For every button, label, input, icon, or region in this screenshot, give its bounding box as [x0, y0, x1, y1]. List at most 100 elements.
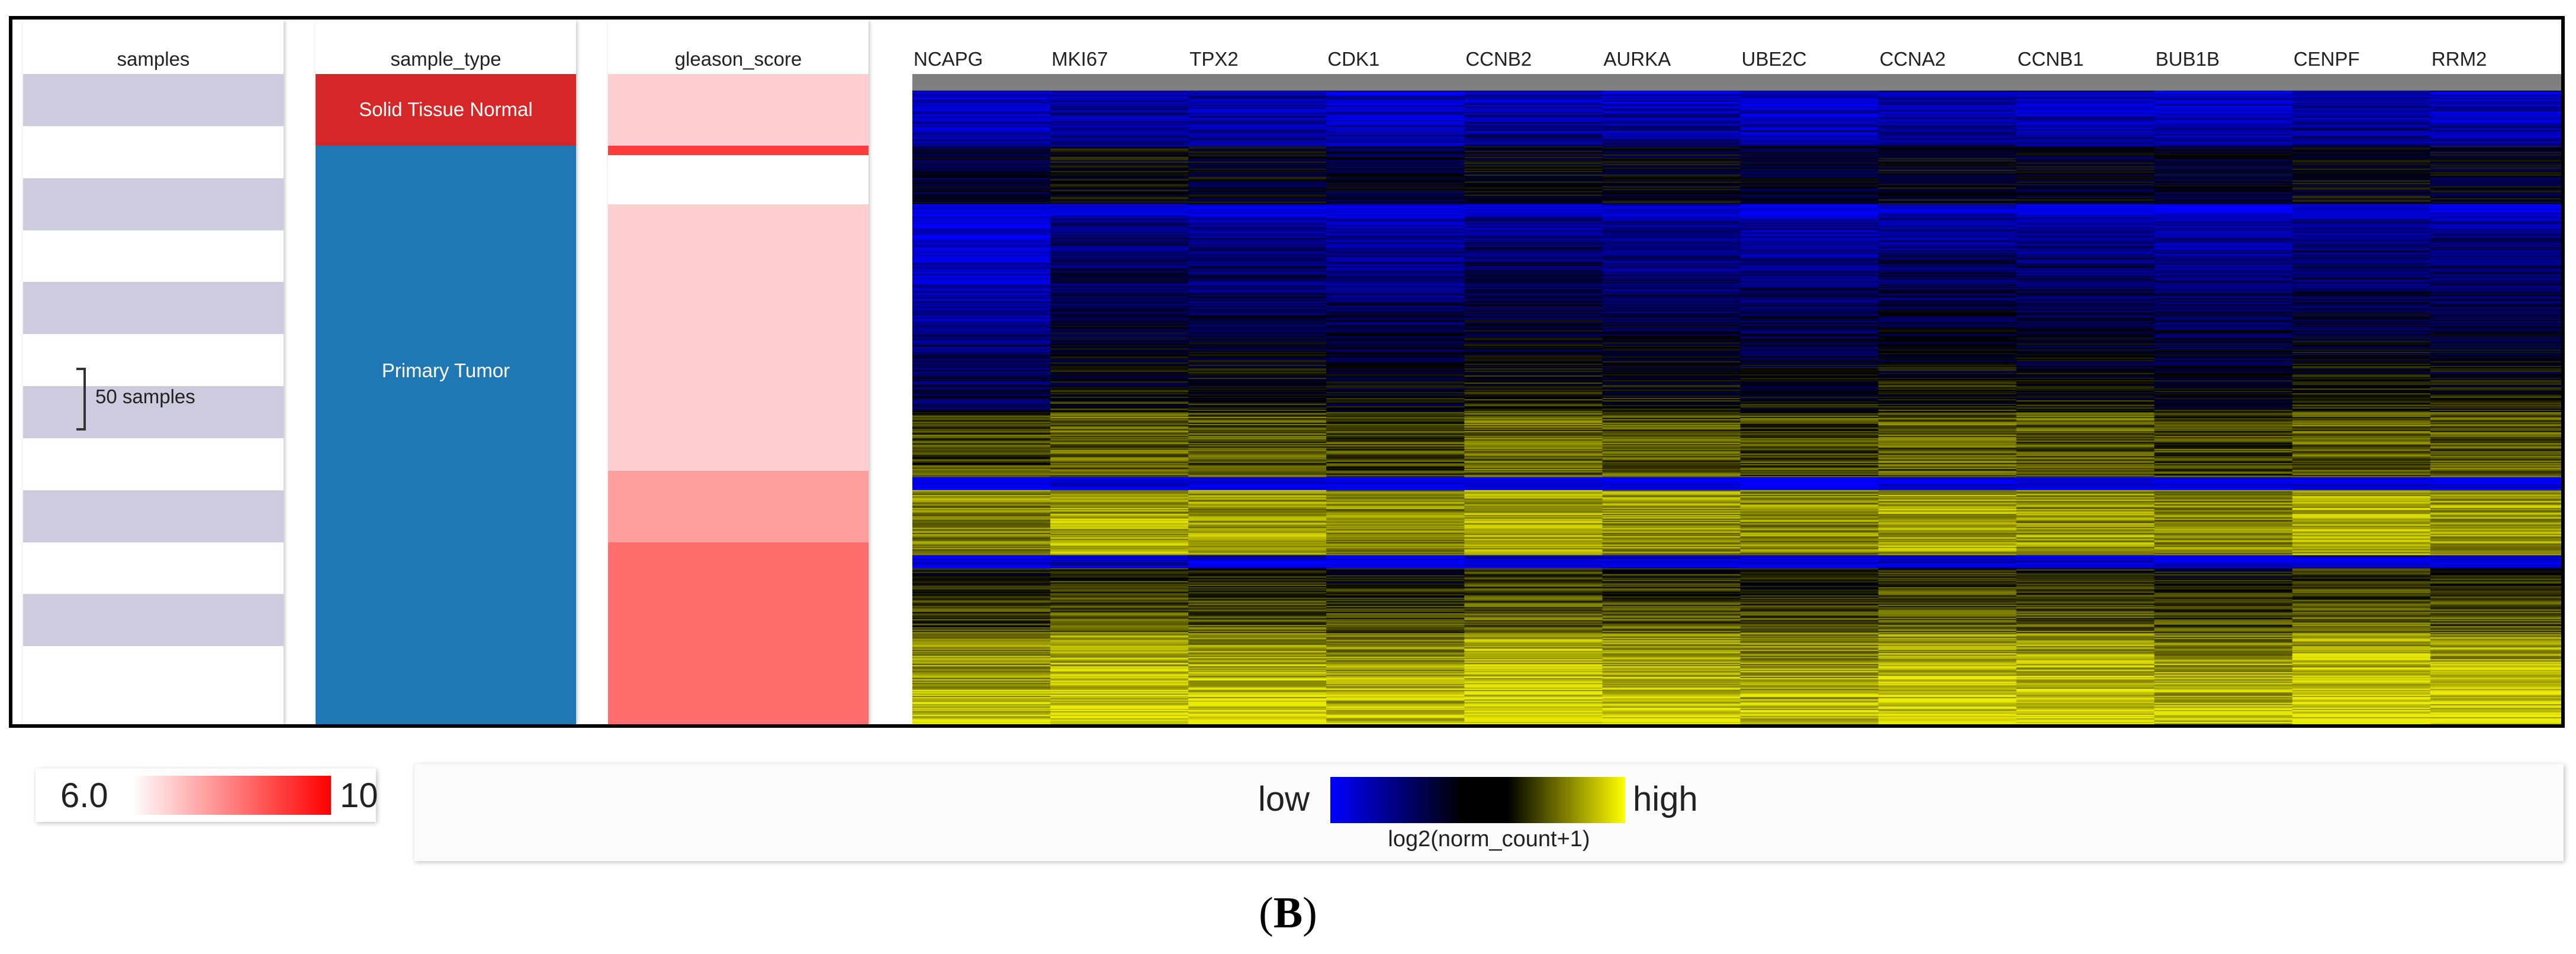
heatmap-cell	[1326, 421, 1465, 423]
heatmap-cell	[2016, 394, 2155, 396]
heatmap-cell	[1740, 181, 1879, 184]
gleason-band[interactable]	[608, 74, 869, 146]
heatmap-cell	[1188, 457, 1327, 459]
heatmap-cell	[1464, 638, 1603, 640]
heatmap-cell	[1464, 257, 1603, 259]
heatmap-cell	[912, 402, 1051, 404]
heatmap-cell	[912, 195, 1051, 198]
heatmap-cell	[1050, 192, 1189, 194]
heatmap-cell	[1740, 223, 1879, 225]
heatmap-cell	[1188, 185, 1327, 187]
heatmap-cell	[1464, 252, 1603, 255]
heatmap-cell	[1464, 319, 1603, 320]
heatmap-cell	[2016, 717, 2155, 719]
heatmap-cell	[1740, 229, 1879, 231]
gleason-band[interactable]	[608, 542, 869, 724]
heatmap-cell	[1188, 98, 1327, 101]
heatmap-cell	[1740, 654, 1879, 656]
heatmap-cell	[1188, 78, 1327, 81]
heatmap-cell	[2016, 701, 2155, 702]
heatmap-cell	[1326, 477, 1465, 479]
heatmap-cell	[1188, 539, 1327, 542]
heatmap-cell	[1188, 577, 1327, 580]
heatmap-cell	[1878, 672, 2017, 674]
heatmap-cell	[1326, 715, 1465, 717]
heatmap-cell	[2016, 246, 2155, 249]
heatmap-cell	[1464, 627, 1603, 629]
heatmap-cell	[1602, 447, 1741, 449]
heatmap-cell	[1050, 207, 1189, 210]
heatmap-cell	[1740, 618, 1879, 619]
heatmap-cell	[1878, 442, 2017, 445]
heatmap-cell	[1602, 712, 1741, 714]
heatmap-cell	[1878, 85, 2017, 88]
heatmap-cell	[2016, 338, 2155, 339]
sample-type-segment-tumor[interactable]: Primary Tumor	[316, 145, 576, 724]
heatmap-cell	[1188, 257, 1327, 259]
heatmap-cell	[1878, 613, 2017, 615]
heatmap-cell	[1740, 219, 1879, 221]
heatmap-cell	[1878, 618, 2017, 619]
heatmap-cell	[2016, 492, 2155, 494]
gleason-band[interactable]	[608, 470, 869, 542]
heatmap-cell	[912, 204, 1051, 206]
heatmap-cell	[2016, 323, 2155, 325]
heatmap-cell	[1740, 373, 1879, 375]
heatmap-cell	[1050, 690, 1189, 692]
heatmap-cell	[1326, 192, 1465, 194]
gleason-band[interactable]	[608, 155, 869, 204]
heatmap-cell	[1740, 154, 1879, 156]
heatmap-cell	[1050, 692, 1189, 694]
heatmap-cell	[912, 496, 1051, 498]
heatmap-cell	[1326, 246, 1465, 249]
heatmap-cell	[1740, 445, 1879, 447]
heatmap-cell	[1740, 587, 1879, 589]
heatmap-cell	[1878, 248, 2017, 250]
heatmap-cell	[1464, 606, 1603, 608]
heatmap-cell	[1188, 723, 1327, 724]
heatmap-cell	[1464, 221, 1603, 224]
heatmap-cell	[1878, 490, 2017, 492]
sample-type-segment-normal[interactable]: Solid Tissue Normal	[316, 74, 576, 146]
heatmap-cell	[1602, 173, 1741, 175]
heatmap-cell	[1878, 670, 2017, 672]
heatmap-cell	[912, 250, 1051, 252]
gleason-band[interactable]	[608, 145, 869, 156]
heatmap-cell	[1740, 651, 1879, 653]
heatmap-cell	[1740, 188, 1879, 191]
heatmap-cell	[1602, 531, 1741, 534]
heatmap-cell	[1464, 287, 1603, 288]
heatmap-cell	[1464, 487, 1603, 490]
heatmap-cell	[1188, 402, 1327, 404]
heatmap-cell	[1188, 534, 1327, 536]
heatmap-cell	[1464, 483, 1603, 485]
heatmap-cell	[1602, 291, 1741, 293]
heatmap-cell	[2016, 114, 2155, 116]
heatmap-cell	[1740, 298, 1879, 300]
heatmap-cell	[1740, 478, 1879, 480]
gleason-band[interactable]	[608, 204, 869, 471]
heatmap-cell	[1326, 226, 1465, 229]
heatmap-cell	[912, 409, 1051, 412]
heatmap-cell	[1740, 140, 1879, 142]
heatmap-cell	[912, 325, 1051, 326]
heatmap-cell	[1602, 266, 1741, 269]
heatmap-cell	[1602, 213, 1741, 216]
heatmap-cell	[1326, 200, 1465, 203]
heatmap-cell	[1326, 652, 1465, 654]
heatmap-cell	[1326, 378, 1465, 380]
heatmap-cell	[1602, 293, 1741, 294]
heatmap-cell	[1602, 360, 1741, 362]
heatmap-cell	[1326, 118, 1465, 121]
heatmap-cell	[1740, 447, 1879, 449]
heatmap-cell	[1602, 490, 1741, 492]
heatmap-cell	[1602, 284, 1741, 286]
heatmap-cell	[1602, 172, 1741, 174]
heatmap-cell	[2016, 551, 2155, 554]
heatmap-cell	[1050, 314, 1189, 316]
heatmap-cell	[1602, 115, 1741, 117]
heatmap-cell	[1740, 297, 1879, 299]
heatmap-cell	[1878, 285, 2017, 287]
heatmap-cell	[1602, 239, 1741, 242]
heatmap-cell	[1602, 429, 1741, 432]
